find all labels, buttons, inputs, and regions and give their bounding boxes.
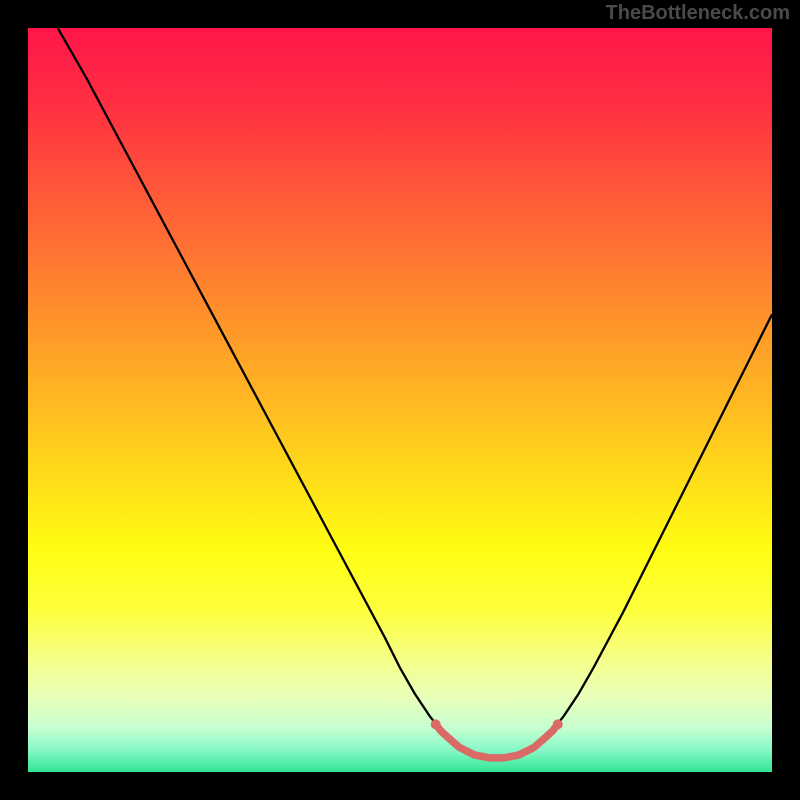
marker-dot-right [553, 719, 563, 729]
optimal-marker-band [436, 724, 558, 757]
marker-dot-left [431, 719, 441, 729]
watermark-text: TheBottleneck.com [606, 2, 790, 25]
curve-layer [28, 28, 772, 772]
chart-container: TheBottleneck.com [0, 0, 800, 800]
bottleneck-curve [58, 28, 772, 758]
plot-area [28, 28, 772, 772]
